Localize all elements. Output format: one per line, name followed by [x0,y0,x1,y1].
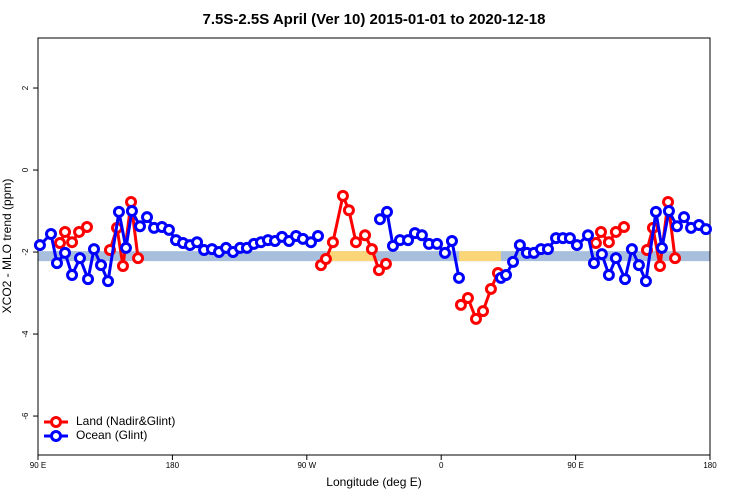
data-point [379,257,392,270]
data-point [452,271,465,284]
land-band [459,251,501,262]
data-point [431,237,444,250]
data-point [445,234,458,247]
data-point [319,253,332,266]
data-point [619,273,632,286]
data-point [632,259,645,272]
data-point [373,213,386,226]
data-point [639,275,652,288]
data-point [33,239,46,252]
land-band [329,251,376,262]
x-axis-label: Longitude (deg E) [326,475,421,489]
data-point [477,305,490,318]
data-point [602,268,615,281]
data-point [141,211,154,224]
data-point [66,268,79,281]
data-point [191,236,204,249]
data-point [415,229,428,242]
data-point [587,257,600,270]
series-line [319,190,387,273]
data-point [602,236,615,249]
data-point [438,246,451,259]
data-point [162,223,175,236]
data-point [82,273,95,286]
data-point [326,236,339,249]
data-point [53,237,66,250]
data-point [461,291,474,304]
data-point [133,220,146,233]
data-point [102,275,115,288]
data-point [653,259,666,272]
legend-marker [50,416,62,428]
data-point [112,205,125,218]
data-point [365,243,378,256]
data-point [625,243,638,256]
data-point [59,246,72,259]
data-point [563,232,576,245]
data-point [312,230,324,243]
y-tick-label: -4 [21,330,30,338]
data-point [304,236,317,249]
data-point [359,229,372,242]
data-point [484,282,497,295]
x-tick-label: 180 [166,461,180,470]
data-point [655,241,668,254]
data-point [73,252,86,265]
data-point [570,239,583,252]
legend-label: Ocean (Glint) [76,428,147,442]
y-axis-label: XCO2 - MLO trend (ppm) [0,179,14,314]
x-tick-label: 90 E [567,461,583,470]
data-point [132,252,145,265]
chart-title: 7.5S-2.5S April (Ver 10) 2015-01-01 to 2… [203,11,546,28]
data-point [125,205,138,218]
data-point [342,204,355,217]
data-point [380,205,393,218]
data-point [372,264,385,277]
data-point [513,239,526,252]
x-tick-label: 90 W [297,461,316,470]
data-point [469,312,482,325]
y-tick-label: -6 [21,412,30,420]
x-tick-label: 180 [703,461,717,470]
data-point [699,223,712,236]
data-point [66,236,79,249]
legend-label: Land (Nadir&Glint) [76,414,175,428]
y-tick-label: 2 [21,85,30,90]
x-tick-label: 90 E [30,461,46,470]
data-point [609,252,622,265]
data-point [595,248,608,261]
y-tick-label: -2 [21,248,30,256]
data-point [59,225,72,238]
data-point [454,298,467,311]
data-point [119,241,132,254]
data-point [589,237,602,250]
legend-marker [50,430,62,442]
data-point [507,255,520,268]
data-point [581,229,594,242]
data-point [88,243,100,256]
data-point [50,257,63,270]
data-point [336,189,349,202]
x-tick-label: 0 [439,461,444,470]
data-point [594,225,607,238]
data-point [669,252,682,265]
data-point [662,205,675,218]
data-point [116,259,129,272]
data-point [678,211,691,224]
data-point [80,221,93,234]
data-point [609,225,622,238]
data-point [44,227,57,240]
y-tick-label: 0 [21,167,30,172]
data-point [349,236,362,249]
data-point [402,234,415,247]
data-point [670,220,683,233]
data-point [649,205,662,218]
data-point [617,221,630,234]
data-point [500,268,513,281]
data-point [541,243,554,256]
data-point [95,259,108,272]
